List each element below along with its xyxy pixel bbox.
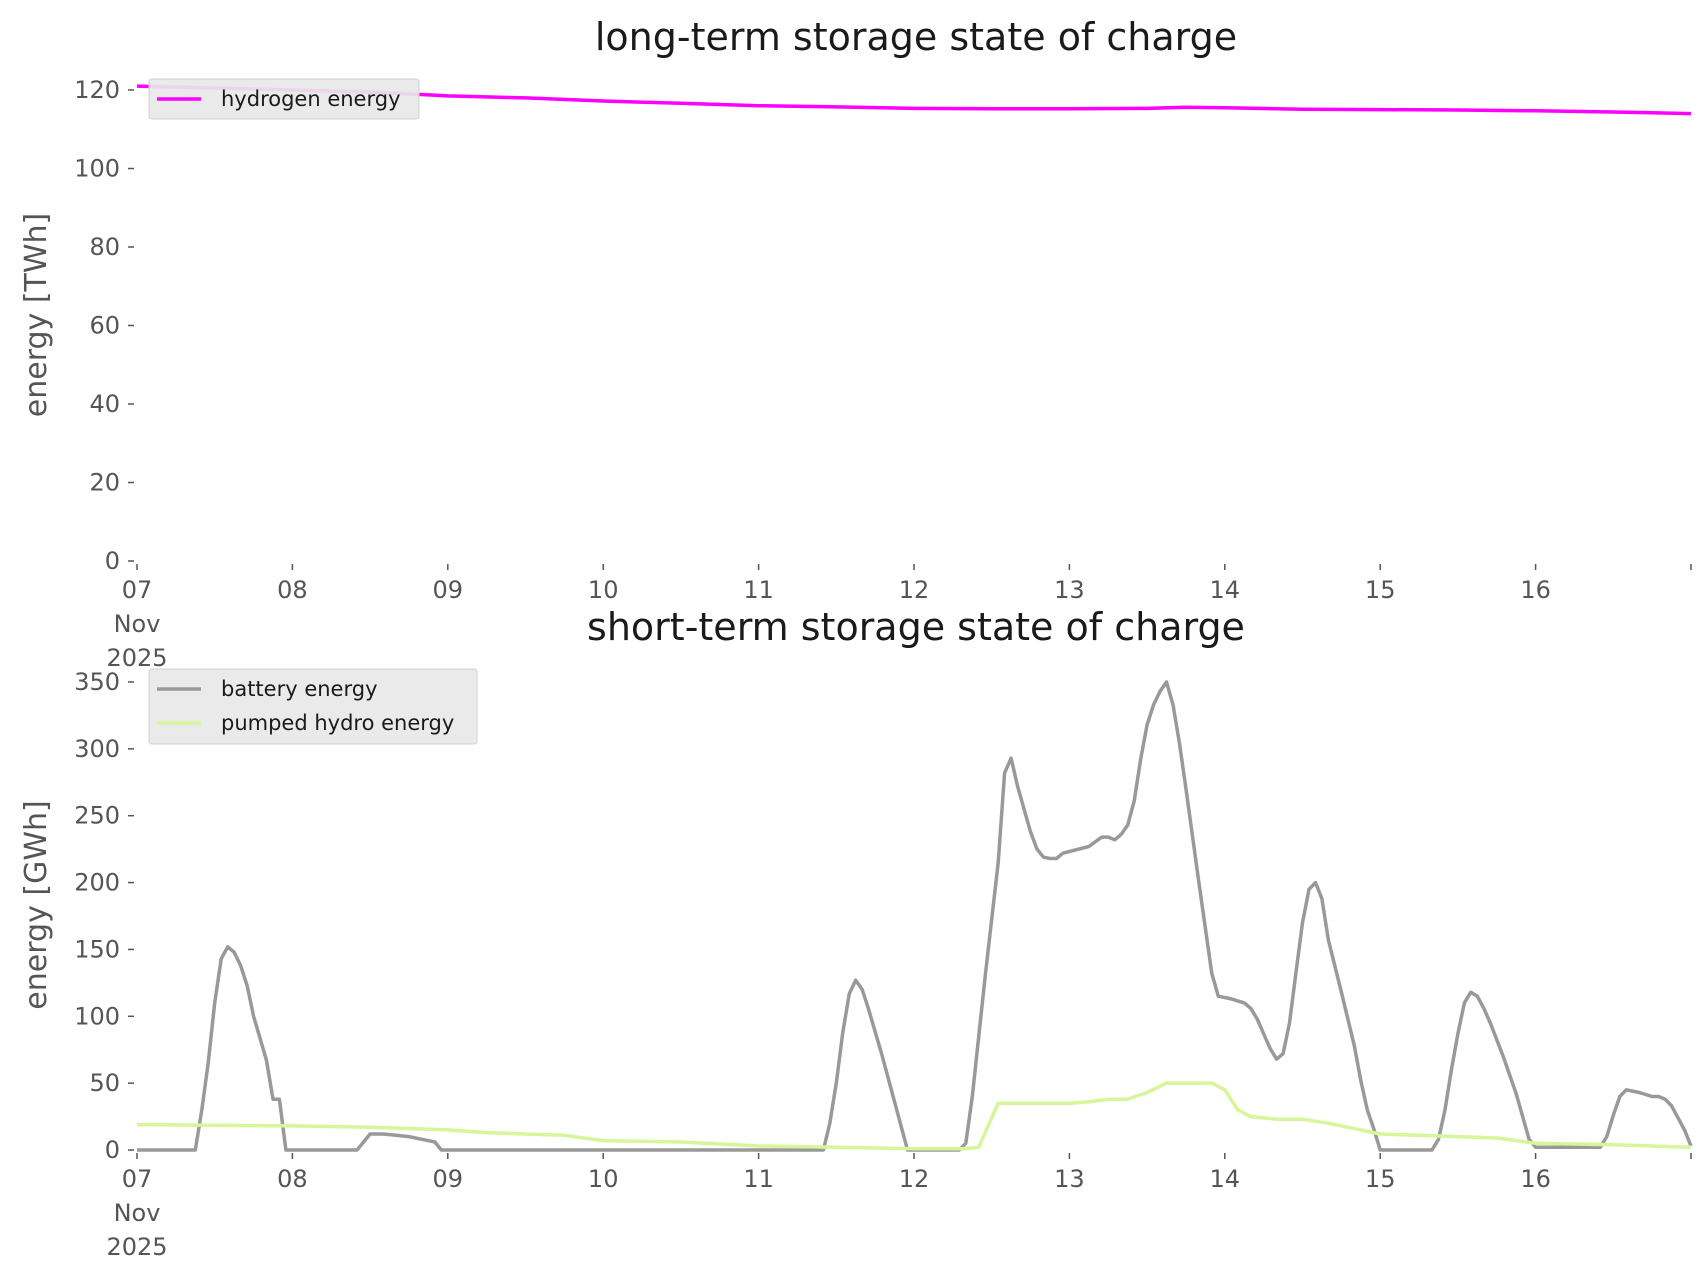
x-tick-label: 07	[122, 1165, 153, 1193]
x-tick-label: Nov	[114, 610, 161, 638]
x-tick-label: 16	[1520, 576, 1551, 604]
x-tick-label: 2025	[106, 1233, 167, 1261]
legend-label: battery energy	[221, 677, 378, 701]
legend-box	[148, 78, 420, 120]
y-tick-label: 0	[105, 547, 120, 575]
x-tick-label: 07	[122, 576, 153, 604]
y-tick-label: 200	[74, 869, 120, 897]
y-tick-label: 250	[74, 802, 120, 830]
y-tick-label: 50	[89, 1069, 120, 1097]
x-tick-label: 11	[743, 1165, 774, 1193]
series-line-battery-energy	[137, 680, 1693, 1152]
series-line-pumped-hydro-energy	[136, 1081, 1692, 1151]
y-tick-label: 100	[74, 1002, 120, 1030]
x-tick-label: 09	[433, 576, 464, 604]
legend: battery energy pumped hydro energy	[148, 668, 478, 745]
chart-title: short-term storage state of charge	[587, 605, 1245, 649]
chart-title: long-term storage state of charge	[595, 15, 1237, 59]
y-tick-label: 40	[89, 390, 120, 418]
y-tick-label: 0	[105, 1136, 120, 1164]
legend-label: hydrogen energy	[221, 87, 401, 111]
x-tick-label: 13	[1054, 576, 1085, 604]
x-tick-label: 08	[277, 1165, 308, 1193]
legend: hydrogen energy	[148, 78, 420, 120]
x-tick-label: 12	[899, 1165, 930, 1193]
x-tick-label: 16	[1520, 1165, 1551, 1193]
y-tick-label: 120	[74, 76, 120, 104]
legend-box	[148, 668, 478, 745]
x-tick-label: 12	[899, 576, 930, 604]
x-tick-label: Nov	[114, 1199, 161, 1227]
x-tick-label: 14	[1210, 1165, 1241, 1193]
short-term-storage-chart: short-term storage state of charge energ…	[19, 605, 1693, 1261]
y-tick-label: 80	[89, 233, 120, 261]
y-tick-label: 100	[74, 155, 120, 183]
x-tick-label: 08	[277, 576, 308, 604]
y-tick-label: 60	[89, 312, 120, 340]
x-tick-label: 14	[1210, 576, 1241, 604]
y-tick-label: 350	[74, 668, 120, 696]
x-tick-label: 10	[588, 576, 619, 604]
y-axis-label: energy [GWh]	[19, 800, 54, 1009]
y-tick-label: 20	[89, 469, 120, 497]
x-tick-label: 15	[1365, 576, 1396, 604]
y-tick-label: 300	[74, 735, 120, 763]
long-term-storage-chart: long-term storage state of charge energy…	[19, 15, 1692, 672]
legend-label: pumped hydro energy	[221, 711, 454, 735]
x-tick-label: 10	[588, 1165, 619, 1193]
x-tick-label: 11	[743, 576, 774, 604]
y-tick-label: 150	[74, 935, 120, 963]
y-axis-label: energy [TWh]	[19, 213, 54, 417]
x-tick-label: 2025	[106, 644, 167, 672]
x-tick-label: 15	[1365, 1165, 1396, 1193]
x-tick-label: 09	[433, 1165, 464, 1193]
x-tick-label: 13	[1054, 1165, 1085, 1193]
